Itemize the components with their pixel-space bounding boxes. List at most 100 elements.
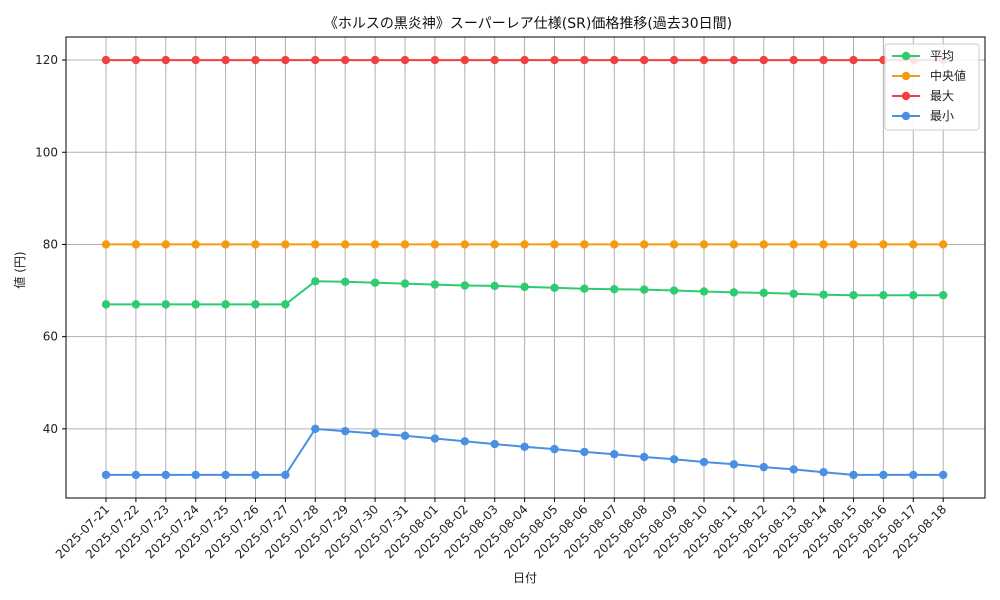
- data-point: [101, 240, 111, 249]
- data-point: [341, 277, 350, 286]
- data-point: [191, 240, 200, 249]
- data-point: [669, 240, 679, 249]
- data-point: [430, 434, 440, 443]
- data-point: [161, 55, 170, 65]
- series-中央値: [101, 240, 948, 249]
- legend-box: [884, 43, 980, 131]
- data-point: [281, 55, 290, 65]
- data-point: [101, 300, 111, 309]
- data-point: [191, 470, 200, 480]
- y-tick-label: 100: [35, 145, 58, 159]
- data-point: [490, 55, 499, 65]
- series-最小: [101, 424, 948, 480]
- data-point: [490, 240, 499, 249]
- data-point: [490, 281, 499, 291]
- data-point: [610, 450, 619, 459]
- data-point: [640, 452, 649, 462]
- data-point: [610, 284, 619, 294]
- data-point: [131, 300, 141, 309]
- data-point: [580, 240, 589, 249]
- data-point: [370, 55, 380, 65]
- data-point: [759, 288, 768, 298]
- y-axis-title: 値 (円): [12, 251, 27, 288]
- data-point: [251, 470, 260, 480]
- data-point: [849, 55, 858, 65]
- legend-label: 平均: [930, 49, 954, 63]
- data-point: [759, 240, 768, 249]
- data-point: [400, 240, 410, 249]
- legend-marker: [901, 111, 911, 121]
- data-point: [550, 444, 559, 454]
- data-point: [370, 278, 380, 287]
- data-point: [849, 470, 858, 480]
- data-point: [251, 55, 260, 65]
- data-point: [849, 290, 858, 300]
- data-point: [430, 280, 440, 289]
- data-point: [281, 300, 290, 309]
- data-point: [131, 240, 141, 249]
- data-point: [909, 240, 918, 249]
- data-point: [131, 470, 141, 480]
- data-point: [520, 240, 529, 249]
- data-point: [759, 462, 768, 472]
- data-point: [400, 279, 410, 288]
- y-tick-label: 60: [43, 330, 58, 344]
- data-point: [101, 470, 111, 480]
- y-axis: 40 60 80 100 120: [35, 53, 66, 436]
- data-point: [430, 55, 440, 65]
- data-point: [341, 426, 350, 436]
- data-point: [640, 285, 649, 294]
- data-point: [550, 283, 559, 292]
- data-point: [520, 55, 529, 65]
- data-point: [789, 465, 798, 474]
- legend-label: 中央値: [930, 68, 966, 83]
- legend-marker: [901, 51, 911, 61]
- plot-frame: [65, 36, 986, 499]
- data-point: [729, 55, 739, 65]
- data-point: [669, 55, 679, 65]
- data-point: [221, 300, 230, 309]
- legend-marker: [901, 71, 911, 81]
- data-point: [610, 240, 619, 249]
- data-point: [789, 289, 798, 298]
- data-point: [400, 55, 410, 65]
- data-point: [251, 240, 260, 249]
- data-point: [550, 240, 559, 249]
- data-point: [849, 240, 858, 249]
- data-point: [460, 240, 469, 249]
- data-point: [729, 288, 739, 297]
- data-point: [251, 300, 260, 309]
- data-point: [311, 424, 320, 434]
- data-point: [341, 240, 350, 249]
- data-point: [101, 55, 111, 65]
- data-point: [520, 282, 529, 292]
- data-point: [819, 240, 828, 249]
- data-point: [879, 240, 888, 249]
- data-point: [580, 447, 589, 457]
- data-point: [550, 55, 559, 65]
- data-point: [161, 470, 170, 480]
- data-point: [729, 240, 739, 249]
- x-axis-title: 日付: [513, 571, 537, 585]
- data-point: [221, 55, 230, 65]
- data-point: [759, 55, 768, 65]
- y-tick-label: 80: [43, 237, 58, 251]
- data-point: [460, 437, 469, 446]
- data-point: [610, 55, 619, 65]
- data-point: [699, 55, 709, 65]
- data-point: [729, 460, 739, 469]
- data-point: [699, 287, 709, 296]
- x-axis: 2025-07-212025-07-222025-07-232025-07-24…: [53, 498, 949, 561]
- data-point: [909, 470, 918, 480]
- data-point: [939, 470, 948, 480]
- data-point: [311, 240, 320, 249]
- data-point: [699, 457, 709, 467]
- data-point: [311, 55, 320, 65]
- series-最大: [101, 55, 948, 65]
- legend-label: 最小: [930, 109, 954, 123]
- grid: [66, 37, 985, 498]
- data-point: [221, 470, 230, 480]
- series-平均: [101, 277, 948, 309]
